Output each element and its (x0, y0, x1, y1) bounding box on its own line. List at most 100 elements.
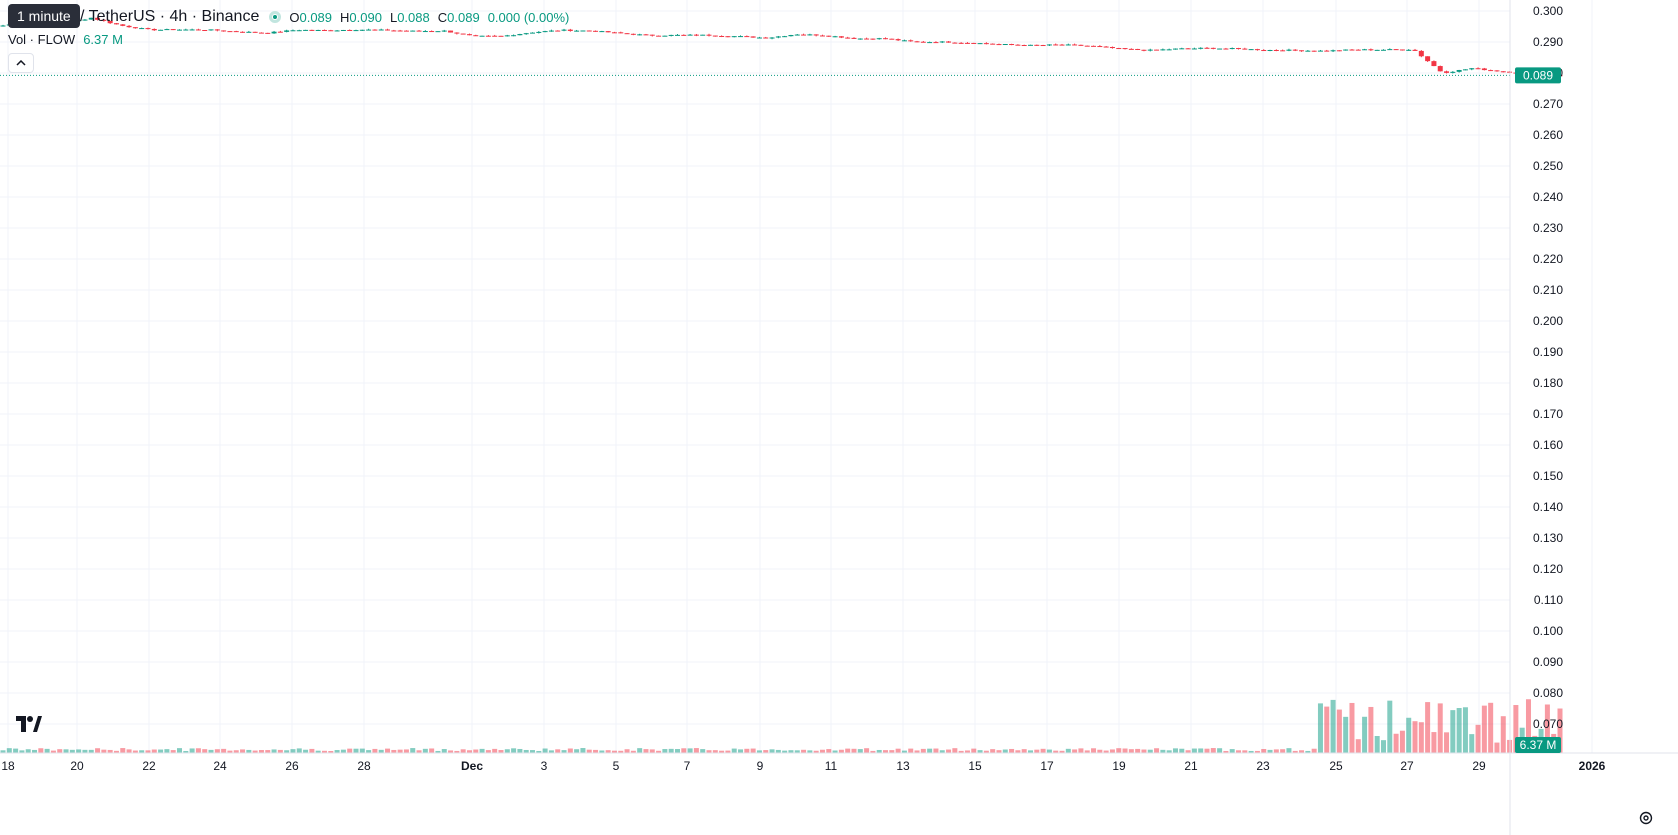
ohlc-close: C0.089 (437, 9, 480, 25)
volume-bar (498, 750, 504, 753)
time-tick-label: 28 (357, 759, 371, 773)
candle-body (990, 43, 996, 45)
candle-body (139, 28, 145, 30)
candle-body (1059, 44, 1065, 46)
price-axis[interactable]: 0.3000.2900.2800.2700.2600.2500.2400.230… (1509, 0, 1563, 835)
candle (126, 25, 132, 28)
candle (946, 41, 952, 43)
candle-body (1380, 49, 1386, 51)
volume-bar (183, 750, 189, 753)
volume-bar (1444, 732, 1450, 753)
candle (530, 32, 536, 34)
candle-body (1254, 49, 1260, 51)
candle (693, 33, 699, 37)
candle-body (158, 29, 164, 31)
candle (857, 38, 863, 40)
volume-bar (69, 749, 75, 753)
candle-body (479, 35, 485, 37)
candle (214, 29, 220, 32)
volume-bar (1525, 699, 1531, 753)
candle (1210, 47, 1216, 50)
volume-bar (334, 750, 340, 753)
candle (1204, 46, 1210, 49)
candle (1147, 48, 1153, 52)
volume-bar (366, 750, 372, 753)
candle-body (246, 31, 252, 33)
candle (719, 35, 725, 38)
candle (290, 29, 296, 32)
candle-body (763, 37, 769, 39)
candle-body (366, 29, 372, 31)
tradingview-logo-icon[interactable] (14, 713, 44, 735)
candle-body (277, 31, 283, 33)
candle-body (1103, 46, 1109, 48)
volume-label[interactable]: Vol · FLOW (8, 32, 76, 47)
candle (656, 35, 662, 37)
volume-bar (725, 750, 731, 753)
candle-body (1387, 49, 1393, 51)
candle-body (1444, 71, 1450, 73)
candle-body (1488, 70, 1494, 72)
volume-bar (397, 749, 403, 753)
candle (889, 38, 895, 40)
candle (826, 35, 832, 37)
candle-body (183, 29, 189, 31)
candle (208, 29, 214, 31)
candle-body (422, 31, 428, 33)
candle (1456, 69, 1462, 73)
candle-body (359, 29, 365, 31)
candle-body (1116, 48, 1122, 50)
candle-body (517, 34, 523, 36)
candle-body (946, 41, 952, 43)
candle-body (1141, 49, 1147, 51)
volume-bar (113, 750, 119, 753)
market-status-icon[interactable] (269, 11, 282, 23)
volume-bar (889, 750, 895, 753)
volume-bar (1172, 748, 1178, 753)
symbol-title[interactable]: / TetherUS · 4h · Binance (80, 8, 260, 25)
candle-body (378, 29, 384, 31)
candle-body (662, 35, 668, 37)
candle (567, 28, 573, 32)
candle (832, 35, 838, 38)
volume-bar (832, 750, 838, 753)
candle (1185, 47, 1191, 50)
candle-body (416, 30, 422, 32)
volume-bar (649, 749, 655, 753)
candle-body (88, 17, 94, 20)
candle-body (605, 31, 611, 33)
candle (485, 35, 491, 37)
candle-body (1078, 44, 1084, 46)
volume-bar (870, 750, 876, 753)
candle (1034, 44, 1040, 46)
time-axis[interactable]: 18 20 22 24 26 28 Dec 3 5 7 9 11 13 15 17 19 21 23 25 27 29 2… (0, 752, 1678, 773)
price-tick-label: 0.150 (1533, 469, 1563, 483)
volume-bar (1046, 749, 1052, 753)
time-tick-label: 23 (1256, 759, 1270, 773)
volume-bar (807, 750, 813, 753)
candle-body (756, 37, 762, 39)
candle-body (542, 31, 548, 33)
candles (0, 16, 1563, 77)
candle (1488, 69, 1494, 72)
candle (813, 34, 819, 37)
candle (1368, 48, 1374, 51)
candle (1475, 67, 1481, 70)
volume-bar (794, 750, 800, 753)
candle-body (321, 29, 327, 31)
volume-bar (712, 750, 718, 753)
volume-bar (977, 750, 983, 753)
price-tick-label: 0.080 (1533, 686, 1563, 700)
collapse-legend-button[interactable] (8, 53, 34, 73)
volume-bar (706, 750, 712, 753)
volume-bar (643, 749, 649, 753)
volume-bar (1021, 749, 1027, 753)
volume-bar (1210, 748, 1216, 753)
candle-body (845, 37, 851, 39)
gear-icon[interactable] (1636, 808, 1656, 828)
price-tick-label: 0.070 (1533, 717, 1563, 731)
candle (334, 30, 340, 32)
volume-bar (1399, 730, 1405, 753)
time-tick-label: 20 (70, 759, 84, 773)
